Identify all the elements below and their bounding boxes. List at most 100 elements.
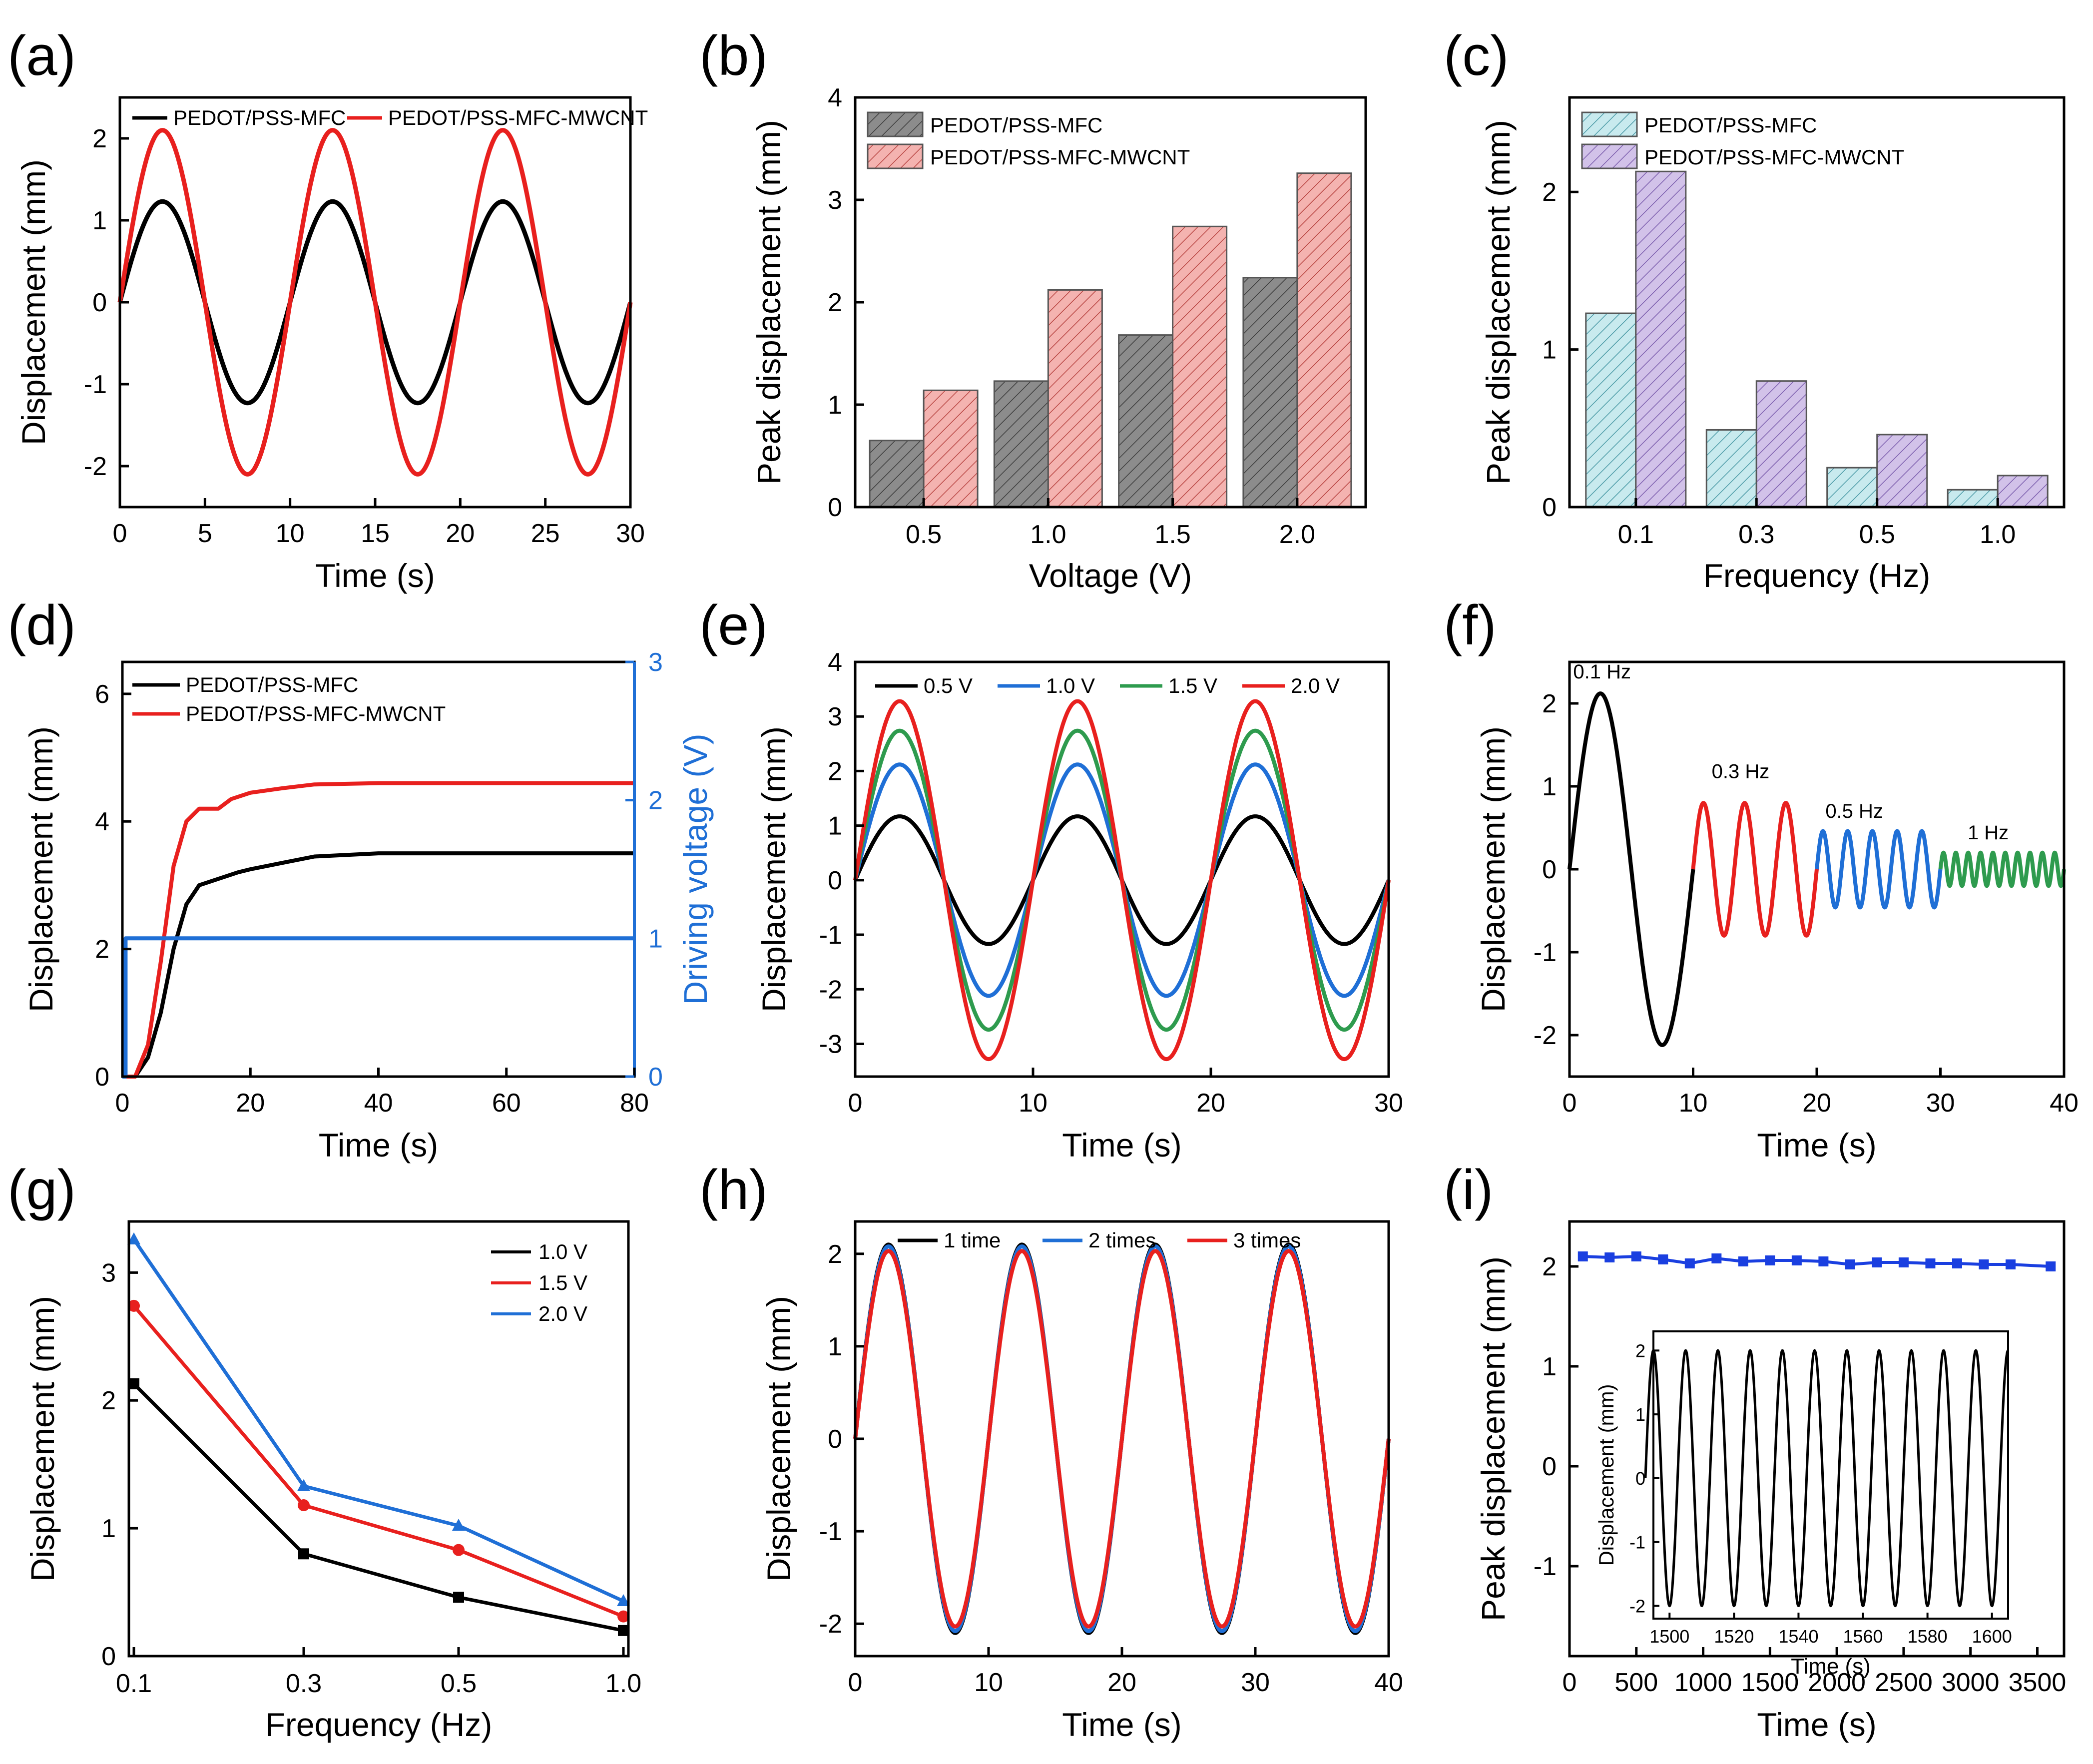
y-tick-label: 2 (1542, 1252, 1557, 1281)
marker-point (617, 1594, 630, 1606)
x-axis-title: Time (s) (319, 1127, 439, 1164)
marker-point (1658, 1254, 1668, 1264)
bar (1755, 380, 1807, 508)
inset-chart: 1500 1520 1540 1560 1580 1600 -2 -1 0 1 2 Time (s) D… (1594, 1330, 2012, 1679)
axis-frame (1568, 1220, 2066, 1658)
marker-point (1925, 1258, 1936, 1268)
x-tick-label: 0 (848, 1668, 863, 1697)
x-tick-label: 20 (236, 1089, 265, 1118)
x-tick-label: 25 (531, 519, 560, 548)
x-tick-label: 1.0 (1980, 520, 2016, 549)
y-tick-label: 1 (101, 1514, 116, 1543)
bar (1118, 334, 1174, 508)
x-tick-label: 0.3 (1738, 520, 1774, 549)
inset-y-tick-label: 0 (1635, 1468, 1645, 1489)
inset-y-tick-label: 1 (1635, 1404, 1645, 1425)
legend-label: PEDOT/PSS-MFC (1644, 113, 1817, 137)
series-line-3 (853, 699, 1391, 1062)
inset-x-tick-label: 1520 (1714, 1626, 1754, 1647)
marker-point (1952, 1258, 1962, 1268)
marker-point (298, 1548, 309, 1560)
y-tick-label: 0 (1542, 1452, 1557, 1481)
y-tick-label: 1 (1542, 1352, 1557, 1381)
y-axis-title: Peak displacement (mm) (1475, 1256, 1512, 1621)
y-tick-label: 1 (1542, 772, 1557, 801)
y2-tick-label: 0 (648, 1063, 663, 1092)
bar (923, 389, 979, 508)
bar (1635, 170, 1687, 508)
y-axis-title: Peak displacement (mm) (750, 120, 787, 485)
marker-point (1898, 1257, 1909, 1267)
panel-label: (g) (7, 1159, 76, 1221)
y-tick-label: 2 (1542, 178, 1557, 207)
legend-swatch (867, 111, 924, 137)
x-tick-label: 2.0 (1279, 520, 1315, 549)
y-axis-title: Displacement (mm) (24, 1296, 61, 1582)
bar (869, 440, 925, 508)
marker-point (1765, 1255, 1775, 1265)
bar (1585, 312, 1637, 508)
inset-series-line (1644, 1349, 2009, 1608)
x-tick-label: 0.1 (1618, 520, 1654, 549)
bar (1826, 467, 1878, 508)
x-tick-label: 3500 (2009, 1668, 2067, 1697)
y-tick-label: 1 (828, 812, 842, 841)
inset-frame (1652, 1330, 2009, 1620)
series-line-1 (1691, 801, 1819, 938)
y-tick-label: 0 (92, 288, 107, 317)
marker-point (617, 1610, 629, 1623)
x-tick-label: 0.3 (286, 1669, 322, 1698)
x-tick-label: 20 (1107, 1668, 1136, 1697)
marker-point (1845, 1259, 1855, 1269)
x-axis-title: Time (s) (315, 557, 435, 594)
series-line-1 (117, 128, 633, 477)
legend-label: 1.5 V (1168, 674, 1217, 697)
x-tick-label: 0.1 (116, 1669, 152, 1698)
x-tick-label: 20 (446, 519, 475, 548)
series-line-1 (122, 781, 634, 1079)
bar (1172, 225, 1228, 508)
legend-label: PEDOT/PSS-MFC-MWCNT (388, 106, 648, 129)
y-tick-label: 0 (828, 866, 842, 895)
legend-label: 3 times (1233, 1228, 1301, 1252)
y-tick-label: 2 (828, 1240, 842, 1269)
y-tick-label: 3 (101, 1258, 116, 1287)
x-tick-label: 0.5 (441, 1669, 477, 1698)
annotation: 0.3 Hz (1712, 760, 1770, 782)
series-line-0 (1568, 691, 1695, 1047)
annotation: 0.1 Hz (1573, 661, 1631, 683)
legend-swatch (1581, 111, 1638, 137)
series-line-2 (1815, 829, 1943, 910)
x-tick-label: 20 (1196, 1089, 1225, 1118)
y-tick-label: -1 (1534, 938, 1557, 967)
x-tick-label: 10 (974, 1668, 1003, 1697)
y-axis-title: Displacement (mm) (760, 1296, 797, 1582)
x-tick-label: 500 (1614, 1668, 1658, 1697)
legend-label: PEDOT/PSS-MFC-MWCNT (930, 145, 1190, 169)
y-tick-label: -2 (819, 1610, 842, 1639)
panel-a: 0 5 10 15 20 25 30 -2 -1 0 1 2 Time (s) Displacement … (7, 24, 648, 594)
marker-point (1684, 1258, 1695, 1268)
marker-point (128, 1378, 139, 1389)
bar (1047, 289, 1103, 508)
y-tick-label: 0 (1542, 855, 1557, 884)
bar (993, 380, 1049, 508)
x-tick-label: 0 (113, 519, 127, 548)
y2-tick-label: 1 (648, 924, 663, 953)
legend-label: PEDOT/PSS-MFC (186, 673, 358, 696)
marker-point (298, 1499, 310, 1512)
marker-point (453, 1544, 465, 1556)
marker-point (1818, 1256, 1829, 1266)
inset-x-tick-label: 1500 (1649, 1626, 1689, 1647)
series-line-0 (122, 851, 634, 1079)
annotation: 0.5 Hz (1825, 800, 1883, 822)
marker-point (297, 1479, 310, 1491)
legend-label: PEDOT/PSS-MFC-MWCNT (1644, 145, 1904, 169)
legend-label: 1.0 V (1046, 674, 1095, 697)
inset-y-axis-title: Displacement (mm) (1594, 1384, 1618, 1566)
panel-label: (h) (699, 1159, 768, 1221)
x-tick-label: 1.0 (1030, 520, 1066, 549)
y-tick-label: -1 (84, 370, 107, 399)
x-tick-label: 10 (276, 519, 305, 548)
